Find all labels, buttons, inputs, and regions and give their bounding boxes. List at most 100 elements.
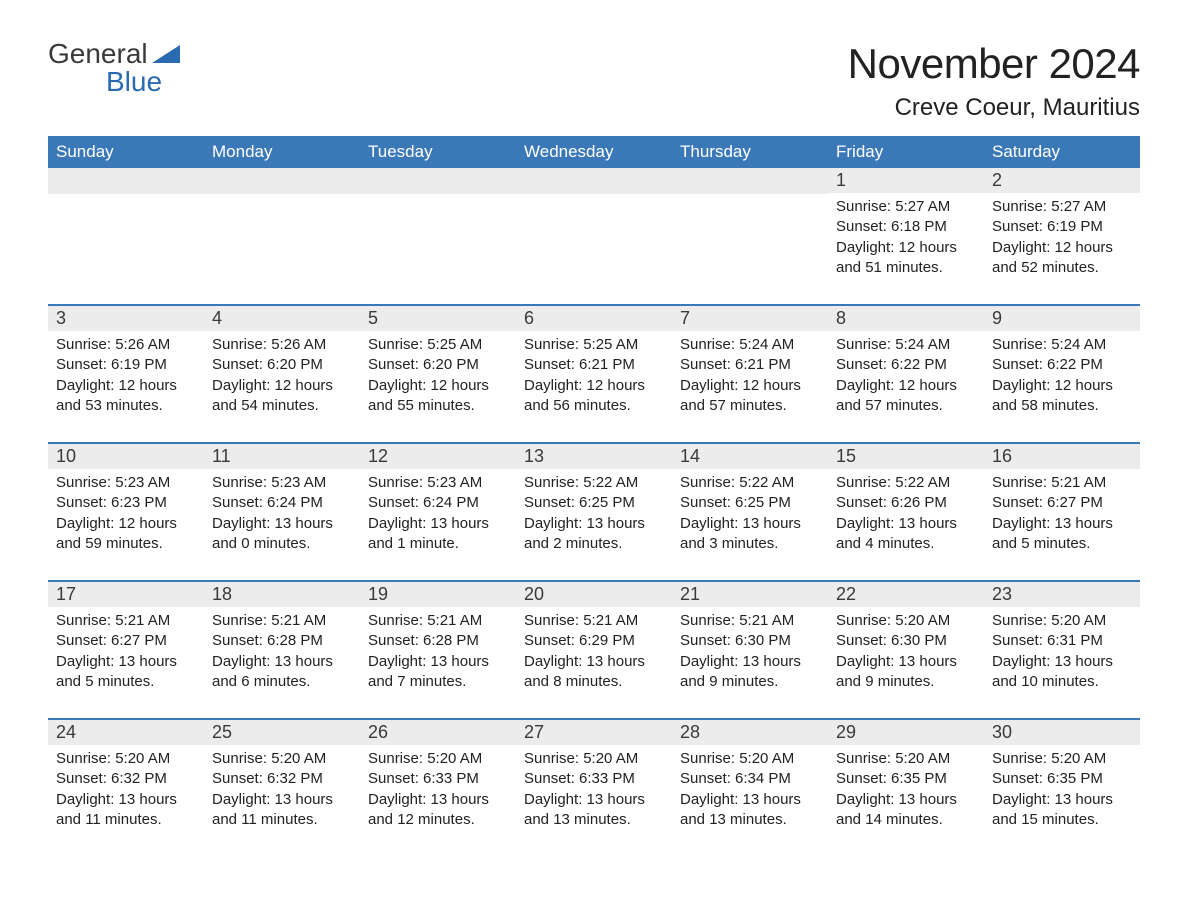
day-sunset: Sunset: 6:24 PM <box>368 493 508 513</box>
day-content: Sunrise: 5:22 AMSunset: 6:25 PMDaylight:… <box>672 469 828 558</box>
day-number: 23 <box>984 582 1140 607</box>
day-cell: 5Sunrise: 5:25 AMSunset: 6:20 PMDaylight… <box>360 306 516 424</box>
day-daylight1: Daylight: 13 hours <box>56 652 196 672</box>
day-sunrise: Sunrise: 5:21 AM <box>56 611 196 631</box>
day-daylight2: and 15 minutes. <box>992 810 1132 830</box>
day-number: 2 <box>984 168 1140 193</box>
day-daylight2: and 11 minutes. <box>212 810 352 830</box>
day-daylight2: and 9 minutes. <box>680 672 820 692</box>
weeks-container: 1Sunrise: 5:27 AMSunset: 6:18 PMDaylight… <box>48 168 1140 838</box>
day-cell: 25Sunrise: 5:20 AMSunset: 6:32 PMDayligh… <box>204 720 360 838</box>
day-cell <box>672 168 828 286</box>
month-title: November 2024 <box>848 40 1140 88</box>
weekday-label: Saturday <box>984 136 1140 168</box>
day-cell: 22Sunrise: 5:20 AMSunset: 6:30 PMDayligh… <box>828 582 984 700</box>
logo-triangle-icon <box>152 40 180 68</box>
day-sunset: Sunset: 6:21 PM <box>524 355 664 375</box>
day-number: 12 <box>360 444 516 469</box>
day-content: Sunrise: 5:20 AMSunset: 6:32 PMDaylight:… <box>48 745 204 834</box>
day-cell <box>360 168 516 286</box>
day-cell: 26Sunrise: 5:20 AMSunset: 6:33 PMDayligh… <box>360 720 516 838</box>
day-sunrise: Sunrise: 5:20 AM <box>992 749 1132 769</box>
day-daylight1: Daylight: 12 hours <box>992 238 1132 258</box>
day-daylight1: Daylight: 13 hours <box>368 652 508 672</box>
day-daylight2: and 56 minutes. <box>524 396 664 416</box>
day-number: 21 <box>672 582 828 607</box>
day-sunrise: Sunrise: 5:20 AM <box>680 749 820 769</box>
day-daylight1: Daylight: 13 hours <box>524 652 664 672</box>
week-row: 24Sunrise: 5:20 AMSunset: 6:32 PMDayligh… <box>48 718 1140 838</box>
day-number: 18 <box>204 582 360 607</box>
day-number: 13 <box>516 444 672 469</box>
day-sunrise: Sunrise: 5:25 AM <box>368 335 508 355</box>
day-daylight2: and 11 minutes. <box>56 810 196 830</box>
day-cell: 10Sunrise: 5:23 AMSunset: 6:23 PMDayligh… <box>48 444 204 562</box>
day-daylight2: and 7 minutes. <box>368 672 508 692</box>
day-daylight2: and 57 minutes. <box>836 396 976 416</box>
day-sunset: Sunset: 6:27 PM <box>56 631 196 651</box>
day-daylight2: and 13 minutes. <box>680 810 820 830</box>
day-daylight1: Daylight: 13 hours <box>212 652 352 672</box>
day-cell: 8Sunrise: 5:24 AMSunset: 6:22 PMDaylight… <box>828 306 984 424</box>
day-cell: 17Sunrise: 5:21 AMSunset: 6:27 PMDayligh… <box>48 582 204 700</box>
day-daylight1: Daylight: 12 hours <box>836 376 976 396</box>
day-daylight1: Daylight: 13 hours <box>836 652 976 672</box>
day-content: Sunrise: 5:20 AMSunset: 6:31 PMDaylight:… <box>984 607 1140 696</box>
day-daylight1: Daylight: 13 hours <box>368 514 508 534</box>
day-daylight2: and 5 minutes. <box>56 672 196 692</box>
day-sunrise: Sunrise: 5:22 AM <box>836 473 976 493</box>
day-sunset: Sunset: 6:33 PM <box>524 769 664 789</box>
day-sunrise: Sunrise: 5:24 AM <box>680 335 820 355</box>
day-daylight2: and 59 minutes. <box>56 534 196 554</box>
day-daylight2: and 0 minutes. <box>212 534 352 554</box>
day-sunset: Sunset: 6:27 PM <box>992 493 1132 513</box>
day-cell: 2Sunrise: 5:27 AMSunset: 6:19 PMDaylight… <box>984 168 1140 286</box>
weekday-label: Tuesday <box>360 136 516 168</box>
day-content: Sunrise: 5:24 AMSunset: 6:21 PMDaylight:… <box>672 331 828 420</box>
day-daylight1: Daylight: 12 hours <box>524 376 664 396</box>
day-sunset: Sunset: 6:35 PM <box>836 769 976 789</box>
day-sunrise: Sunrise: 5:27 AM <box>992 197 1132 217</box>
day-sunrise: Sunrise: 5:26 AM <box>56 335 196 355</box>
day-daylight1: Daylight: 13 hours <box>56 790 196 810</box>
day-cell: 1Sunrise: 5:27 AMSunset: 6:18 PMDaylight… <box>828 168 984 286</box>
day-number: 9 <box>984 306 1140 331</box>
day-content: Sunrise: 5:23 AMSunset: 6:24 PMDaylight:… <box>360 469 516 558</box>
day-content: Sunrise: 5:20 AMSunset: 6:35 PMDaylight:… <box>984 745 1140 834</box>
day-daylight2: and 5 minutes. <box>992 534 1132 554</box>
day-sunset: Sunset: 6:20 PM <box>368 355 508 375</box>
day-daylight1: Daylight: 13 hours <box>524 790 664 810</box>
day-daylight1: Daylight: 13 hours <box>836 514 976 534</box>
day-sunrise: Sunrise: 5:23 AM <box>368 473 508 493</box>
day-number: 3 <box>48 306 204 331</box>
day-daylight1: Daylight: 13 hours <box>836 790 976 810</box>
day-number: 8 <box>828 306 984 331</box>
day-daylight2: and 14 minutes. <box>836 810 976 830</box>
day-sunset: Sunset: 6:33 PM <box>368 769 508 789</box>
day-sunrise: Sunrise: 5:20 AM <box>524 749 664 769</box>
weekday-label: Sunday <box>48 136 204 168</box>
day-daylight1: Daylight: 13 hours <box>992 790 1132 810</box>
day-daylight2: and 53 minutes. <box>56 396 196 416</box>
day-sunrise: Sunrise: 5:20 AM <box>368 749 508 769</box>
day-content: Sunrise: 5:25 AMSunset: 6:20 PMDaylight:… <box>360 331 516 420</box>
logo-text-blue: Blue <box>106 68 180 96</box>
day-sunset: Sunset: 6:25 PM <box>524 493 664 513</box>
day-content: Sunrise: 5:20 AMSunset: 6:33 PMDaylight:… <box>516 745 672 834</box>
day-cell: 27Sunrise: 5:20 AMSunset: 6:33 PMDayligh… <box>516 720 672 838</box>
day-content: Sunrise: 5:20 AMSunset: 6:34 PMDaylight:… <box>672 745 828 834</box>
location: Creve Coeur, Mauritius <box>848 94 1140 122</box>
day-sunset: Sunset: 6:25 PM <box>680 493 820 513</box>
day-daylight2: and 2 minutes. <box>524 534 664 554</box>
day-sunset: Sunset: 6:32 PM <box>56 769 196 789</box>
day-daylight1: Daylight: 13 hours <box>992 514 1132 534</box>
day-daylight2: and 55 minutes. <box>368 396 508 416</box>
day-daylight2: and 1 minute. <box>368 534 508 554</box>
day-sunset: Sunset: 6:20 PM <box>212 355 352 375</box>
day-daylight1: Daylight: 13 hours <box>680 652 820 672</box>
day-content: Sunrise: 5:27 AMSunset: 6:19 PMDaylight:… <box>984 193 1140 282</box>
day-number: 27 <box>516 720 672 745</box>
day-number: 20 <box>516 582 672 607</box>
day-cell: 6Sunrise: 5:25 AMSunset: 6:21 PMDaylight… <box>516 306 672 424</box>
day-content: Sunrise: 5:21 AMSunset: 6:27 PMDaylight:… <box>48 607 204 696</box>
